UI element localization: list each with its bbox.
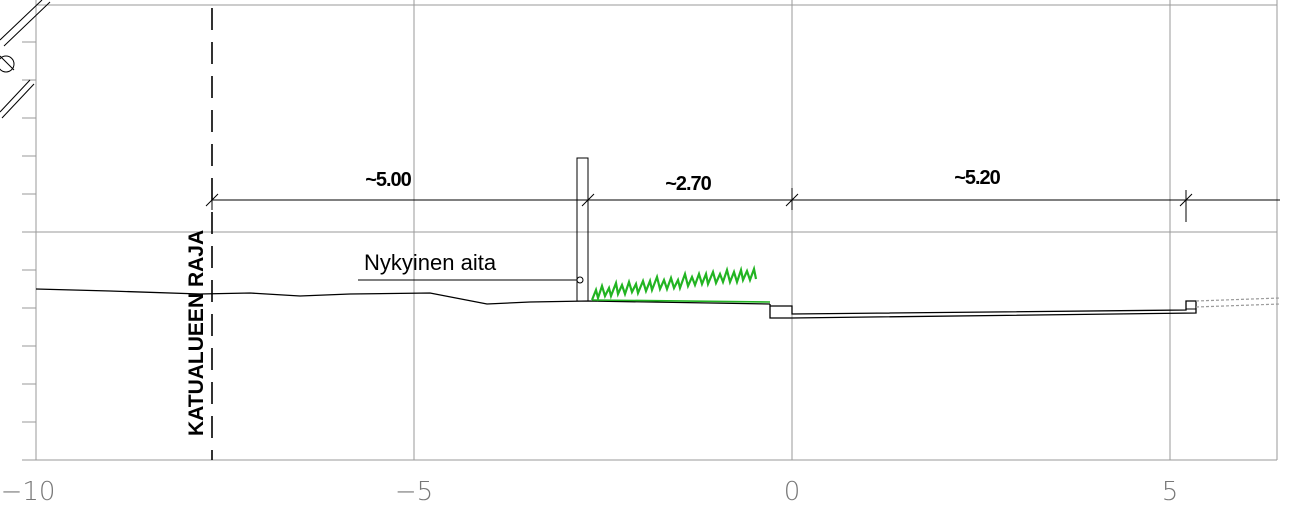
grass-base [591, 299, 771, 303]
ground-line [35, 288, 771, 305]
fence [576, 157, 589, 302]
fence-label: Nykyinen aita [364, 250, 497, 275]
x-tick-label: −10 [1, 477, 56, 507]
dimension-label-left: ~5.00 [365, 169, 411, 191]
x-axis: −10 −5 0 5 [1, 477, 1179, 507]
dimension-label-right: ~5.20 [954, 167, 1000, 189]
grass [590, 264, 758, 302]
dimension-label-middle: ~2.70 [665, 173, 711, 195]
x-tick-label: 0 [784, 477, 801, 507]
corner-symbol [0, 0, 51, 119]
pavement [769, 297, 1281, 319]
x-tick-label: −5 [395, 477, 433, 507]
dimension-line [205, 188, 1280, 222]
boundary-label: KATUALUEEN RAJA [185, 230, 208, 436]
grid [22, 0, 1278, 461]
x-tick-label: 5 [1162, 477, 1179, 507]
